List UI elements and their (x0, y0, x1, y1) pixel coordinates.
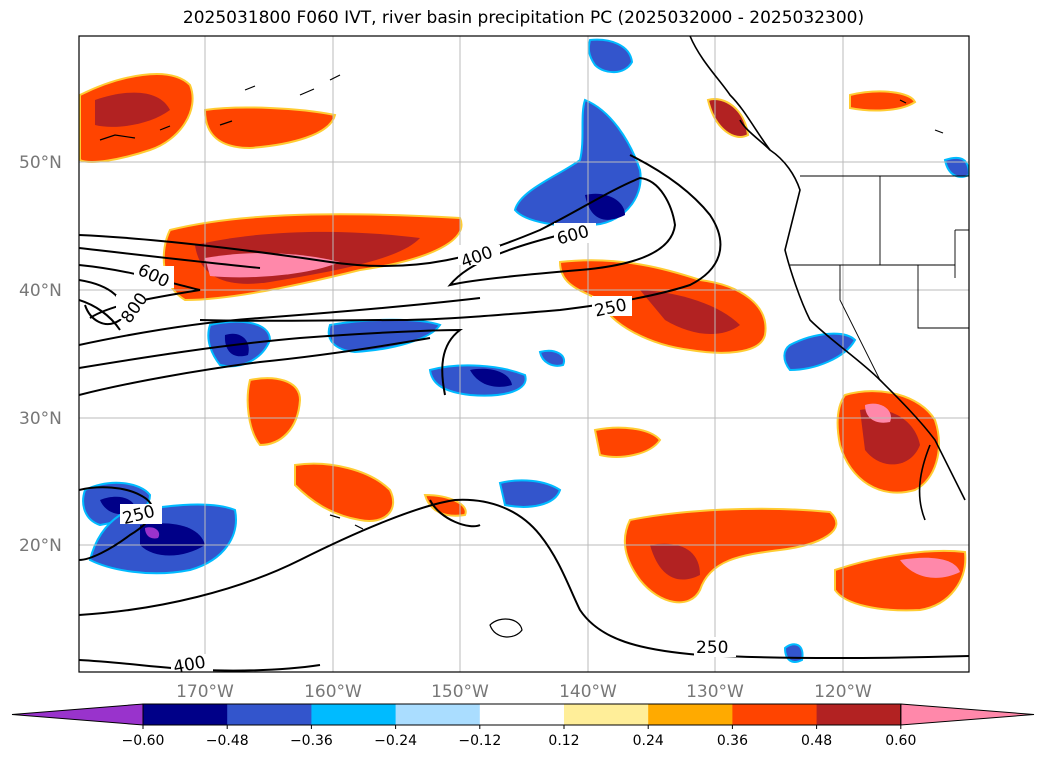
latitude-labels: 50°N 40°N 30°N 20°N (19, 153, 62, 556)
colorbar-tick-label: −0.48 (206, 733, 249, 749)
colorbar-tick-label: −0.24 (374, 733, 417, 749)
colorbar-tick-label: 0.60 (885, 733, 916, 749)
colorbar-tick-label: 0.12 (548, 733, 579, 749)
longitude-labels: 170°W 160°W 150°W 140°W 130°W 120°W (176, 682, 872, 702)
islands (99, 74, 944, 638)
map-border (78, 35, 970, 673)
lon-label: 150°W (431, 682, 489, 702)
colorbar-border (142, 703, 902, 726)
contour-label: 400 (172, 652, 207, 677)
lon-label: 160°W (304, 682, 362, 702)
colorbar-segment (311, 704, 397, 725)
contour-label: 250 (696, 638, 728, 658)
colorbar-segment (564, 704, 649, 725)
colorbar-segment (395, 704, 481, 725)
colorbar-segment (479, 704, 565, 725)
colorbar-tick-label: 0.24 (633, 733, 664, 749)
lat-label: 20°N (19, 536, 62, 556)
coastline (689, 36, 966, 521)
colorbar: −0.60 −0.48 −0.36 −0.24 −0.12 0.12 0.24 0.36 0.4… (11, 703, 1035, 749)
colorbar-extend-low (11, 703, 144, 726)
lon-label: 130°W (686, 682, 744, 702)
colorbar-tick-label: −0.36 (290, 733, 333, 749)
lat-label: 30°N (19, 409, 62, 429)
lon-label: 120°W (814, 682, 872, 702)
colorbar-segment (732, 704, 818, 725)
colorbar-tick-label: −0.12 (458, 733, 501, 749)
colorbar-segment (648, 704, 733, 725)
colorbar-tick-label: 0.36 (717, 733, 748, 749)
lat-label: 50°N (19, 153, 62, 173)
colorbar-tick-label: 0.48 (801, 733, 832, 749)
lon-label: 140°W (559, 682, 617, 702)
colorbar-segment (227, 704, 312, 725)
colorbar-tick-label: −0.60 (122, 733, 165, 749)
colorbar-segment (816, 704, 902, 725)
lat-label: 40°N (19, 281, 62, 301)
positive-anomaly-regions (79, 73, 967, 612)
colorbar-extend-high (900, 703, 1035, 726)
map-gridlines (79, 36, 969, 672)
political-boundaries (790, 175, 969, 381)
map-title: 2025031800 F060 IVT, river basin precipi… (182, 8, 865, 28)
colorbar-segment (143, 704, 228, 725)
map-panel (79, 36, 969, 672)
lon-label: 170°W (176, 682, 234, 702)
